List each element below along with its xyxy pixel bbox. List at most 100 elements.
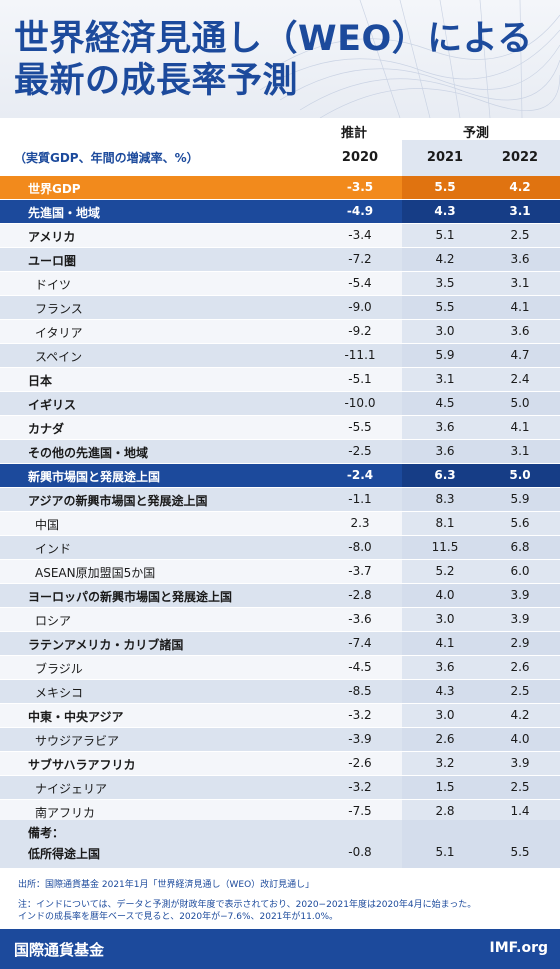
table-row: 日本 -5.1 3.1 2.4	[0, 368, 560, 392]
value-2020: -4.5	[348, 660, 372, 674]
value-2022: 3.1	[509, 204, 531, 218]
forecast-cell-background	[402, 320, 560, 343]
value-2021: 3.0	[435, 612, 455, 626]
value-2020: -10.0	[344, 396, 376, 410]
value-2022: 4.2	[509, 180, 531, 194]
footer-bar: 国際通貨基金 IMF.org	[0, 929, 560, 969]
forecast-cell-background	[402, 440, 560, 463]
row-label: その他の先進国・地域	[28, 446, 149, 460]
value-2020: -3.7	[348, 564, 372, 578]
value-2020: -2.5	[348, 444, 372, 458]
forecast-cell-background	[402, 512, 560, 535]
value-2021: 3.6	[435, 444, 455, 458]
row-label: ドイツ	[35, 278, 72, 292]
row-label: ナイジェリア	[35, 782, 108, 796]
value-2021: 4.2	[435, 252, 455, 266]
value-2022: 1.4	[510, 804, 530, 818]
row-label: 新興市場国と発展途上国	[28, 470, 161, 484]
title-line-2: 最新の成長率予測	[14, 61, 299, 101]
table-row: サブサハラアフリカ -2.6 3.2 3.9	[0, 752, 560, 776]
table-row: ナイジェリア -3.2 1.5 2.5	[0, 776, 560, 800]
table-row: ユーロ圏 -7.2 4.2 3.6	[0, 248, 560, 272]
value-2020: -11.1	[344, 348, 376, 362]
table-row: アメリカ -3.4 5.1 2.5	[0, 224, 560, 248]
value-2022: 3.9	[510, 756, 530, 770]
value-2022: 4.1	[510, 300, 530, 314]
forecast-cell-background	[402, 248, 560, 271]
value-2020: -3.2	[348, 708, 372, 722]
table-row: その他の先進国・地域 -2.5 3.6 3.1	[0, 440, 560, 464]
table-row: 中国 2.3 8.1 5.6	[0, 512, 560, 536]
value-2020: -2.6	[348, 756, 372, 770]
table-row: イギリス -10.0 4.5 5.0	[0, 392, 560, 416]
header-banner: 世界経済見通し（WEO）による 最新の成長率予測	[0, 0, 560, 118]
value-2022: 3.9	[510, 588, 530, 602]
table-row: ドイツ -5.4 3.5 3.1	[0, 272, 560, 296]
row-label: イタリア	[35, 326, 83, 340]
forecast-cell-background	[402, 416, 560, 439]
value-2022: 2.5	[510, 228, 530, 242]
value-2022: 4.2	[510, 708, 530, 722]
value-2021: 2.8	[435, 804, 455, 818]
table-row: ロシア -3.6 3.0 3.9	[0, 608, 560, 632]
memo-forecast-background	[402, 820, 560, 868]
value-2020: -8.5	[348, 684, 372, 698]
title-line-1: 世界経済見通し（WEO）による	[14, 19, 533, 59]
value-2020: -3.6	[348, 612, 372, 626]
value-2022: 3.6	[510, 324, 530, 338]
value-2021: 3.0	[435, 324, 455, 338]
table-row: 世界GDP -3.5 5.5 4.2	[0, 176, 560, 200]
year-2022-header: 2022	[501, 150, 539, 165]
value-2021: 5.5	[435, 300, 455, 314]
table-row: イタリア -9.2 3.0 3.6	[0, 320, 560, 344]
forecast-cell-background	[402, 368, 560, 391]
estimate-header: 推計	[341, 126, 368, 141]
row-label: 日本	[28, 374, 53, 388]
row-label: サブサハラアフリカ	[28, 758, 136, 772]
value-2022: 2.5	[510, 684, 530, 698]
table-row: ヨーロッパの新興市場国と発展途上国 -2.8 4.0 3.9	[0, 584, 560, 608]
forecast-cell-background	[402, 560, 560, 583]
value-2022: 5.0	[509, 468, 531, 482]
value-2022: 5.6	[510, 516, 530, 530]
footer-site-link[interactable]: IMF.org	[489, 940, 548, 956]
memo-section: 備考： 低所得途上国 -0.8 5.1 5.5	[0, 820, 560, 868]
table-row: フランス -9.0 5.5 4.1	[0, 296, 560, 320]
memo-value-2020: -0.8	[348, 845, 372, 859]
page-title: 世界経済見通し（WEO）による 最新の成長率予測	[14, 18, 533, 102]
value-2021: 5.1	[435, 228, 455, 242]
value-2020: -1.1	[348, 492, 372, 506]
value-2022: 2.4	[510, 372, 530, 386]
row-label: ラテンアメリカ・カリブ諸国	[28, 638, 184, 652]
forecast-cell-background	[402, 704, 560, 727]
value-2022: 5.9	[510, 492, 530, 506]
table-row: インド -8.0 11.5 6.8	[0, 536, 560, 560]
value-2020: -7.4	[348, 636, 372, 650]
forecast-cell-background	[402, 296, 560, 319]
row-label: ASEAN原加盟国5か国	[35, 566, 156, 580]
row-label: ヨーロッパの新興市場国と発展途上国	[28, 590, 233, 604]
value-2020: 2.3	[350, 516, 370, 530]
table-row: スペイン -11.1 5.9 4.7	[0, 344, 560, 368]
row-label: イギリス	[28, 398, 77, 412]
row-label: メキシコ	[35, 686, 84, 700]
row-label: ブラジル	[35, 662, 83, 676]
value-2021: 5.2	[435, 564, 455, 578]
row-label: 南アフリカ	[35, 806, 96, 820]
forecast-cell-background	[402, 584, 560, 607]
forecast-cell-background	[402, 224, 560, 247]
value-2020: -9.2	[348, 324, 372, 338]
value-2022: 2.9	[510, 636, 530, 650]
forecast-cell-background	[402, 488, 560, 511]
value-2020: -7.5	[348, 804, 372, 818]
value-2021: 4.3	[434, 204, 456, 218]
value-2022: 6.0	[510, 564, 530, 578]
value-2021: 3.6	[435, 420, 455, 434]
value-2022: 3.1	[510, 276, 530, 290]
row-label: アメリカ	[28, 230, 76, 244]
forecast-cell-background	[402, 536, 560, 559]
memo-row-name: 低所得途上国	[28, 847, 101, 861]
value-2020: -8.0	[348, 540, 372, 554]
table-row: ラテンアメリカ・カリブ諸国 -7.4 4.1 2.9	[0, 632, 560, 656]
value-2021: 4.3	[435, 684, 455, 698]
